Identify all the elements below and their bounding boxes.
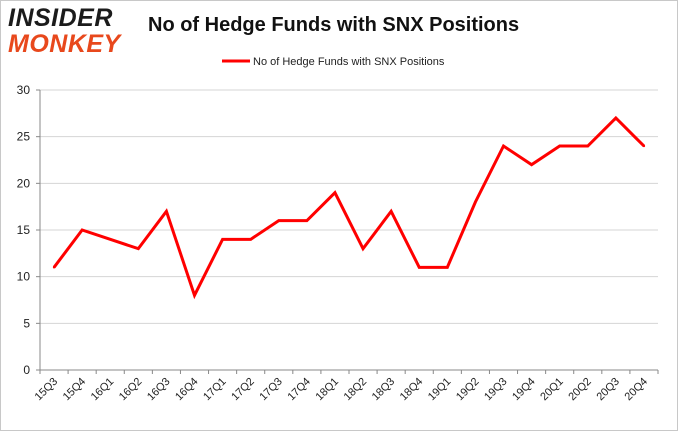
logo-text-top: INSIDER — [8, 4, 113, 32]
x-tick-label-16Q1: 16Q1 — [89, 376, 117, 404]
x-tick-label-15Q3: 15Q3 — [33, 376, 61, 404]
gridlines — [36, 89, 658, 371]
x-tick-label-18Q2: 18Q2 — [342, 376, 370, 404]
legend-label: No of Hedge Funds with SNX Positions — [253, 56, 445, 68]
y-tick-label-6: 30 — [17, 83, 31, 97]
y-tick-labels: 0 5 10 15 20 25 30 — [17, 83, 31, 377]
data-point-16Q4 — [193, 294, 196, 297]
data-point-20Q2 — [586, 144, 589, 148]
x-tick-label-18Q4: 18Q4 — [398, 376, 426, 404]
chart-title: No of Hedge Funds with SNX Positions — [148, 14, 520, 36]
data-point-19Q2 — [474, 200, 477, 204]
x-tick-label-18Q1: 18Q1 — [314, 376, 342, 404]
data-point-16Q1 — [109, 238, 112, 241]
data-point-19Q1 — [446, 266, 449, 269]
data-point-15Q3 — [52, 266, 56, 269]
logo-text-bottom: MONKEY — [8, 30, 121, 58]
data-point-18Q2 — [361, 247, 365, 250]
y-tick-label-2: 10 — [17, 270, 31, 284]
y-tick-label-0: 0 — [23, 363, 30, 377]
data-point-20Q1 — [558, 144, 561, 148]
x-tick-label-16Q2: 16Q2 — [117, 376, 145, 404]
data-point-18Q3 — [389, 210, 393, 213]
x-tick-label-19Q3: 19Q3 — [482, 376, 510, 404]
x-tick-label-16Q3: 16Q3 — [145, 376, 173, 404]
x-tick-label-17Q4: 17Q4 — [285, 376, 313, 404]
x-tick-label-19Q2: 19Q2 — [454, 376, 482, 404]
data-point-16Q2 — [137, 247, 140, 250]
data-point-19Q3 — [502, 144, 505, 148]
x-tick-label-16Q4: 16Q4 — [173, 376, 201, 404]
x-tick-label-20Q1: 20Q1 — [538, 376, 566, 404]
data-point-16Q3 — [165, 210, 168, 213]
data-point-20Q3 — [614, 116, 618, 120]
data-point-18Q1 — [333, 191, 337, 194]
y-tick-label-1: 5 — [23, 316, 30, 330]
x-tick-label-17Q1: 17Q1 — [201, 376, 229, 404]
x-tick-label-19Q4: 19Q4 — [510, 376, 538, 404]
y-tick-label-3: 15 — [17, 223, 31, 237]
data-point-18Q4 — [418, 266, 421, 269]
x-tick-label-15Q4: 15Q4 — [61, 376, 89, 404]
axes — [39, 90, 659, 374]
data-point-20Q4 — [642, 144, 646, 148]
x-tick-label-20Q3: 20Q3 — [594, 376, 622, 404]
data-point-15Q4 — [80, 228, 84, 232]
y-tick-label-5: 25 — [17, 130, 31, 144]
data-point-17Q2 — [249, 238, 252, 241]
x-tick-label-20Q4: 20Q4 — [623, 376, 651, 404]
data-point-19Q4 — [530, 163, 533, 166]
insider-monkey-logo: INSIDER MONKEY — [8, 4, 130, 58]
data-point-17Q3 — [277, 219, 280, 222]
x-tick-label-17Q2: 17Q2 — [229, 376, 257, 404]
x-tick-label-20Q2: 20Q2 — [566, 376, 594, 404]
data-point-17Q1 — [221, 238, 224, 241]
series-group — [52, 115, 646, 300]
legend: No of Hedge Funds with SNX Positions — [222, 56, 445, 68]
series-line-0 — [52, 115, 646, 300]
y-tick-label-4: 20 — [17, 176, 31, 190]
data-point-17Q4 — [305, 219, 309, 222]
x-tick-label-18Q3: 18Q3 — [370, 376, 398, 404]
x-tick-label-19Q1: 19Q1 — [426, 376, 454, 404]
x-tick-label-17Q3: 17Q3 — [257, 376, 285, 404]
x-tick-labels: 15Q3 15Q4 16Q1 16Q2 16Q3 16Q4 17Q1 17Q2 17Q3 17Q4… — [33, 376, 650, 404]
